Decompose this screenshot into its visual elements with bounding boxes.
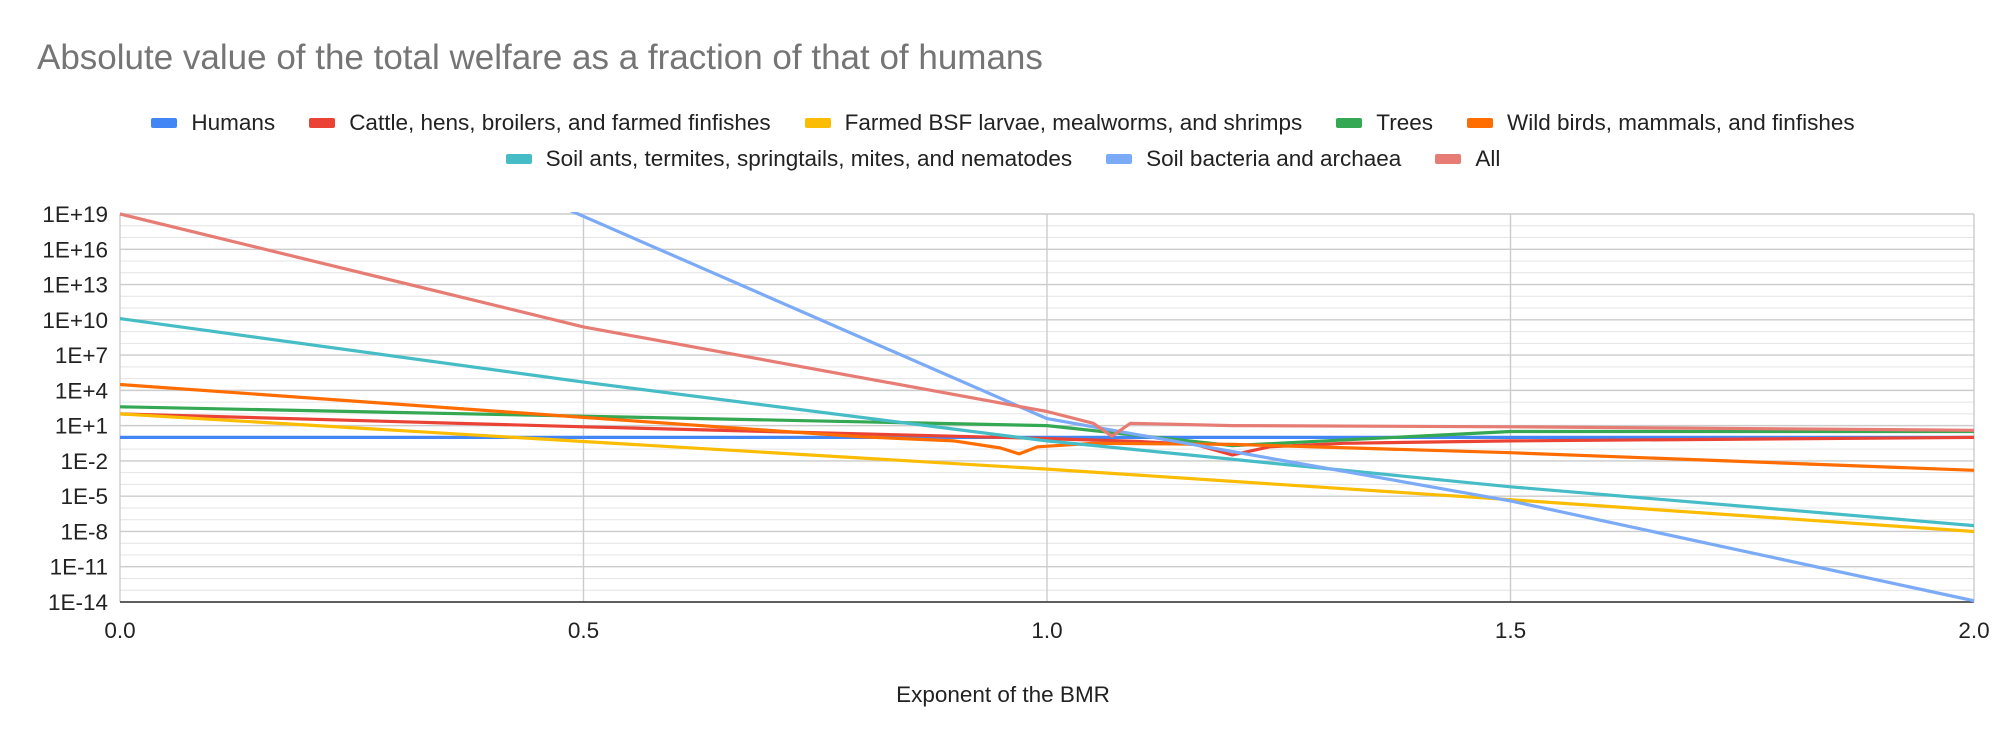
- y-tick-label: 1E-5: [60, 484, 108, 509]
- x-tick-label: 0.0: [104, 618, 135, 643]
- y-tick-label: 1E+7: [55, 343, 108, 368]
- legend-row-2: Soil ants, termites, springtails, mites,…: [0, 146, 2006, 172]
- y-tick-label: 1E+19: [42, 202, 108, 227]
- y-tick-label: 1E+4: [55, 378, 108, 403]
- legend-label-cattle: Cattle, hens, broilers, and farmed finfi…: [349, 110, 771, 135]
- legend-swatch-humans: [151, 118, 178, 128]
- series-line-2: [120, 412, 1974, 534]
- series-line-6: [569, 212, 1974, 603]
- y-tick-label: 1E+1: [55, 414, 108, 439]
- legend-label-humans: Humans: [191, 110, 276, 135]
- y-tick-label: 1E-14: [48, 590, 108, 615]
- axis-ticks: 1E+19 1E+16 1E+13 1E+10 1E+7 1E+4 1E+1 1E-2 1E-5…: [42, 202, 1989, 643]
- legend-label-soil-bacteria: Soil bacteria and archaea: [1146, 146, 1402, 171]
- legend-item-humans[interactable]: Humans: [151, 110, 275, 136]
- series-lines: [120, 212, 1974, 603]
- x-axis-label: Exponent of the BMR: [896, 682, 1110, 707]
- chart-title: Absolute value of the total welfare as a…: [37, 38, 1043, 77]
- legend-swatch-soil-bacteria: [1106, 154, 1133, 164]
- legend-item-soil-ants[interactable]: Soil ants, termites, springtails, mites,…: [505, 146, 1073, 172]
- legend-swatch-all: [1435, 154, 1462, 164]
- series-line-5: [120, 317, 1974, 528]
- legend-item-all[interactable]: All: [1435, 146, 1500, 172]
- legend-row-1: Humans Cattle, hens, broilers, and farme…: [0, 110, 2006, 136]
- legend-swatch-cattle: [309, 118, 336, 128]
- legend-item-wild[interactable]: Wild birds, mammals, and finfishes: [1466, 110, 1855, 136]
- legend-label-all: All: [1475, 146, 1501, 171]
- x-tick-label: 1.5: [1495, 618, 1526, 643]
- legend-swatch-farmed-bsf: [804, 118, 831, 128]
- legend-item-farmed-bsf[interactable]: Farmed BSF larvae, mealworms, and shrimp…: [804, 110, 1303, 136]
- legend-item-soil-bacteria[interactable]: Soil bacteria and archaea: [1106, 146, 1401, 172]
- series-line-4: [120, 382, 1974, 472]
- y-tick-label: 1E-11: [50, 555, 108, 580]
- gridlines: [119, 213, 1975, 603]
- legend-label-soil-ants: Soil ants, termites, springtails, mites,…: [545, 146, 1073, 171]
- legend-label-wild: Wild birds, mammals, and finfishes: [1506, 110, 1855, 135]
- legend-swatch-soil-ants: [505, 154, 532, 164]
- x-tick-label: 1.0: [1031, 618, 1062, 643]
- y-tick-label: 1E-8: [60, 519, 108, 544]
- legend-item-cattle[interactable]: Cattle, hens, broilers, and farmed finfi…: [309, 110, 771, 136]
- x-tick-label: 0.5: [568, 618, 599, 643]
- y-tick-label: 1E-2: [60, 449, 108, 474]
- legend-label-farmed-bsf: Farmed BSF larvae, mealworms, and shrimp…: [844, 110, 1303, 135]
- y-tick-label: 1E+13: [42, 273, 108, 298]
- legend-item-trees[interactable]: Trees: [1336, 110, 1433, 136]
- y-tick-label: 1E+10: [42, 308, 108, 333]
- x-tick-label: 2.0: [1958, 618, 1989, 643]
- y-tick-label: 1E+16: [42, 237, 108, 262]
- series-line-7: [120, 212, 1974, 438]
- legend-label-trees: Trees: [1376, 110, 1433, 135]
- legend-swatch-wild: [1466, 118, 1493, 128]
- legend-swatch-trees: [1336, 118, 1363, 128]
